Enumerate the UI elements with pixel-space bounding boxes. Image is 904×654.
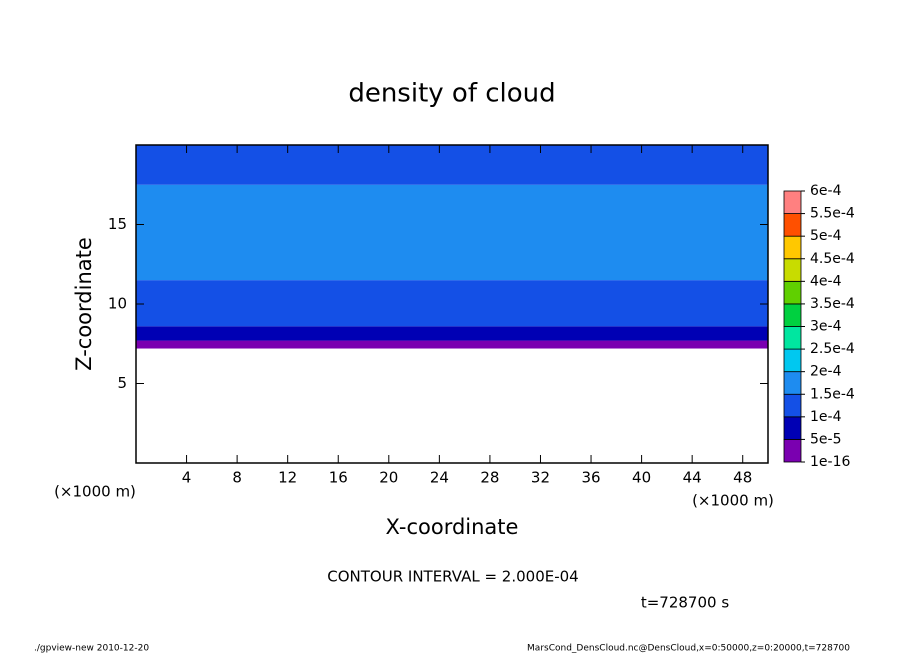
y-tick-label: 10 [108,295,127,313]
x-tick-label: 12 [278,469,297,487]
colorbar-label: 3.5e-4 [810,296,855,312]
colorbar-label: 3e-4 [810,319,842,335]
x-tick-label: 16 [329,469,348,487]
contour-band [136,340,768,349]
x-unit-label: (×1000 m) [692,492,774,510]
x-tick-label: 20 [379,469,398,487]
time-label: t=728700 s [641,594,729,612]
x-axis-label: X-coordinate [386,515,519,539]
colorbar-label: 5e-5 [810,431,841,447]
colorbar-label: 4.5e-4 [810,251,855,267]
colorbar-box [783,303,802,327]
x-tick-label: 32 [531,469,550,487]
chart-title: density of cloud [348,79,555,109]
x-tick-label: 36 [581,469,600,487]
x-tick-label: 48 [733,469,752,487]
colorbar-box [783,213,802,237]
colorbar-box [783,258,802,282]
colorbar-label: 2e-4 [810,364,842,380]
contour-band [136,326,768,341]
colorbar-label: 1e-16 [810,454,850,470]
x-tick-label: 28 [480,469,499,487]
colorbar-box [783,371,802,395]
colorbar-label: 5.5e-4 [810,206,855,222]
y-tick-label: 15 [108,215,127,233]
colorbar-box [783,235,802,260]
contour-band [136,184,768,281]
x-tick-label: 24 [430,469,449,487]
colorbar-box [783,190,802,214]
footer-right: MarsCond_DensCloud.nc@DensCloud,x=0:5000… [527,644,850,654]
colorbar-label: 2.5e-4 [810,341,855,357]
x-tick-label: 8 [232,469,242,487]
colorbar-box [783,439,802,463]
colorbar-label: 4e-4 [810,273,842,289]
contour-interval: CONTOUR INTERVAL = 2.000E-04 [327,568,578,586]
colorbar-box [783,280,802,305]
y-axis-label: Z-coordinate [72,237,96,371]
colorbar-label: 6e-4 [810,183,842,199]
colorbar-box [783,416,802,440]
x-tick-label: 44 [683,469,702,487]
x-tick-label: 4 [182,469,192,487]
y-unit-label: (×1000 m) [54,483,136,501]
y-tick-label: 5 [117,374,127,392]
contour-band [136,280,768,327]
contour-band [136,145,768,185]
colorbar-box [783,326,802,350]
colorbar-label: 1e-4 [810,409,842,425]
x-tick-label: 40 [632,469,651,487]
colorbar-label: 1.5e-4 [810,386,855,402]
colorbar-box [783,393,802,418]
footer-left: ./gpview-new 2010-12-20 [34,644,149,654]
colorbar-box [783,348,802,373]
colorbar-label: 5e-4 [810,228,842,244]
